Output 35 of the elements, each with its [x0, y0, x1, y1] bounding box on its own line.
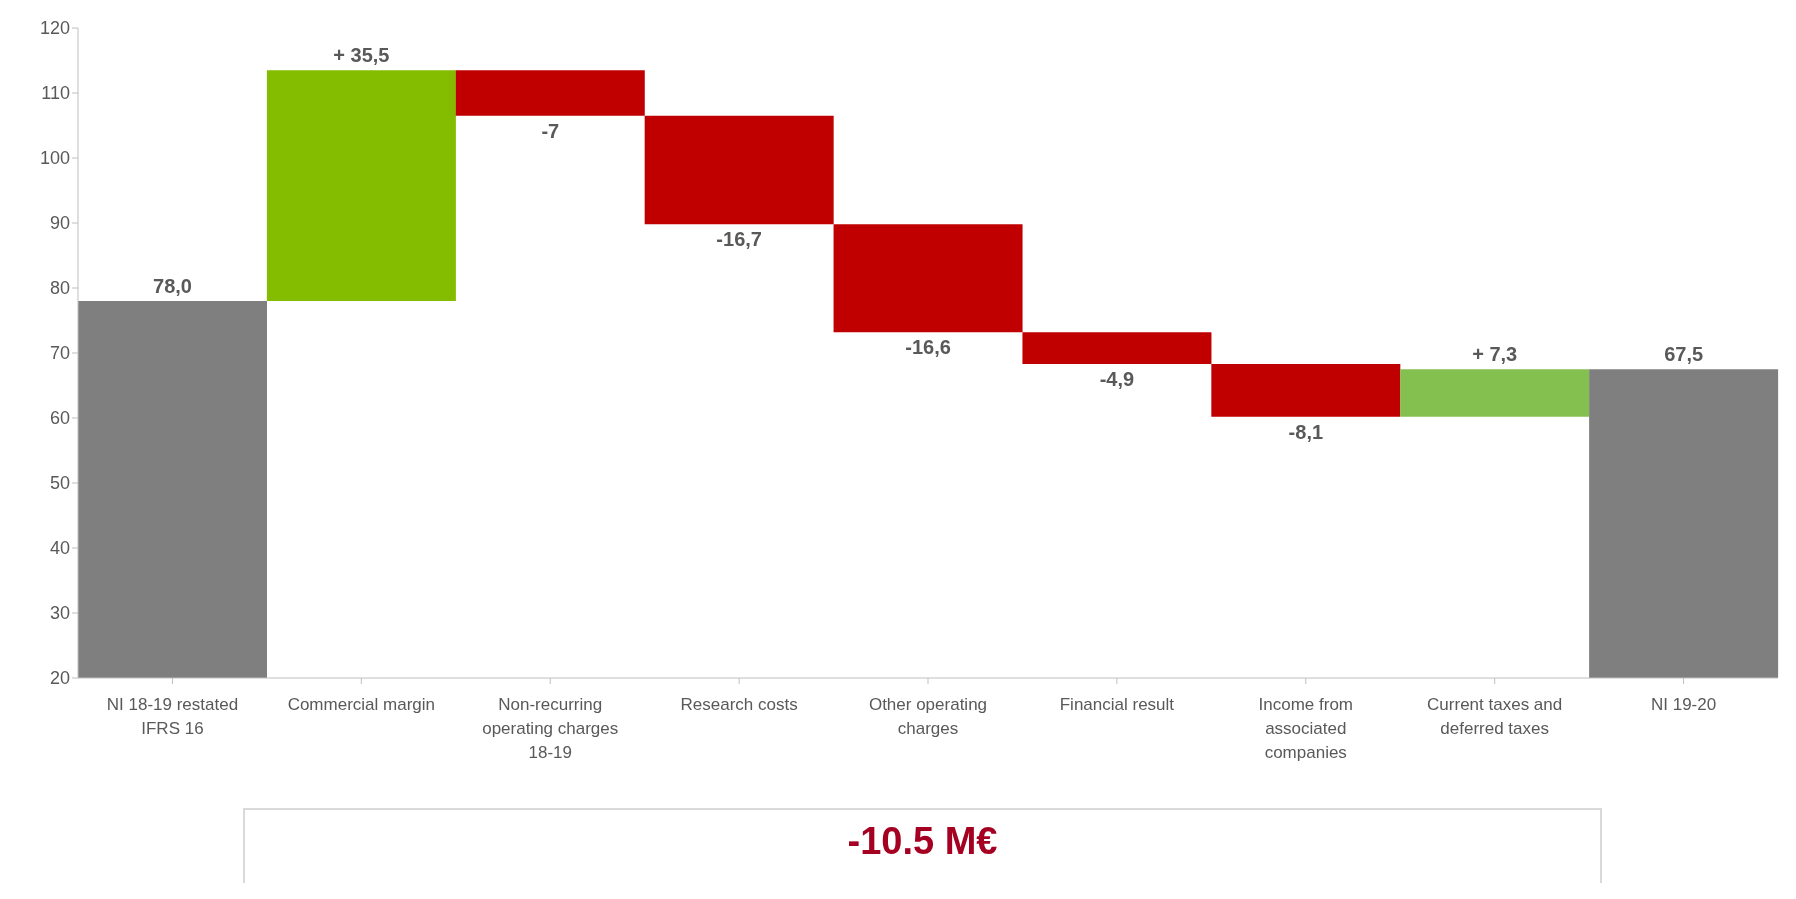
data-label: + 7,3 [1472, 343, 1518, 366]
data-label: -7 [541, 119, 560, 142]
data-label: 78,0 [153, 275, 192, 297]
y-tick-label: 90 [49, 213, 70, 234]
data-label: -16,6 [905, 336, 951, 359]
x-tick-label: NI 18-19 restated IFRS 16 [106, 695, 239, 738]
x-tick-label: Research costs [680, 695, 798, 714]
data-label: -8,1 [1288, 420, 1324, 443]
y-tick-label: 20 [49, 668, 70, 689]
y-tick-label: 80 [49, 278, 70, 299]
data-label: + 35,5 [333, 44, 390, 67]
x-tick-label: Current taxes and deferred taxes [1427, 695, 1563, 738]
y-tick-label: 30 [49, 603, 70, 624]
x-tick-label: Non-recurring operating charges 18-19 [482, 695, 619, 762]
y-tick-label: 60 [49, 408, 70, 429]
y-tick-label: 50 [49, 473, 70, 494]
y-tick-label: 40 [49, 538, 70, 559]
x-tick-label: NI 19-20 [1650, 695, 1717, 714]
x-tick-label: Income from associated companies [1258, 695, 1354, 762]
y-tick-label: 110 [41, 83, 70, 104]
x-tick-label: Commercial margin [287, 695, 436, 714]
y-tick-label: 100 [39, 148, 70, 169]
y-tick-label: 70 [49, 343, 70, 364]
bar [266, 70, 456, 301]
x-tick-label: Financial result [1059, 695, 1175, 714]
x-tick-label: Other operating charges [868, 695, 988, 738]
y-tick-label: 120 [39, 18, 70, 39]
data-label: 67,5 [1664, 343, 1704, 366]
text: -10.5 M€ [243, 808, 1602, 883]
bar [1211, 364, 1401, 417]
bar [455, 70, 645, 116]
data-label: -4,9 [1099, 368, 1135, 391]
data-label: -16,7 [716, 228, 762, 251]
bar [1400, 369, 1590, 417]
bar [644, 115, 834, 225]
